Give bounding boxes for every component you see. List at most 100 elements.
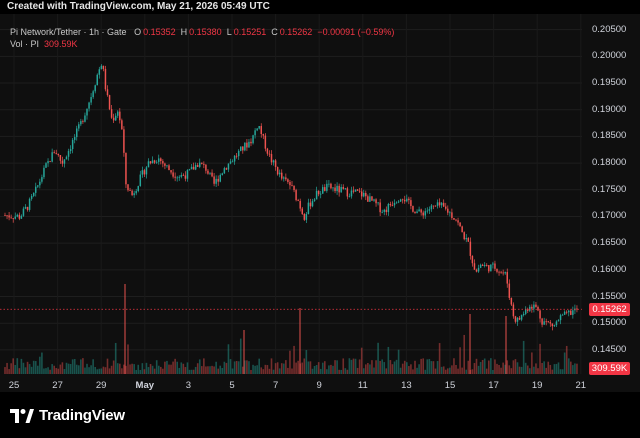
volume-bar [248, 361, 250, 374]
volume-bar [328, 365, 330, 374]
candle-body [383, 209, 385, 212]
time-tick: 5 [229, 380, 235, 391]
volume-bar [563, 352, 566, 374]
candle-body [246, 142, 248, 148]
candle-body [235, 155, 238, 157]
volume-bar [309, 361, 312, 374]
candle-body [59, 154, 62, 161]
volume-bar [221, 367, 224, 374]
candle-body [559, 315, 562, 321]
volume-bar [350, 359, 353, 374]
candle-body [541, 318, 543, 325]
candle-body [121, 120, 123, 130]
candle-body [285, 177, 287, 180]
candle-body [274, 160, 277, 168]
volume-bar [55, 368, 58, 374]
volume-label[interactable]: Vol · PI [10, 39, 40, 49]
volume-bar [461, 367, 463, 374]
volume-bar [84, 367, 86, 374]
candle-body [55, 153, 57, 154]
volume-bar [557, 362, 560, 374]
volume-bar [125, 365, 127, 374]
volume-bar [297, 360, 299, 374]
volume-bar [313, 366, 316, 374]
candle-body [100, 65, 103, 70]
candle-body [205, 164, 207, 171]
volume-bar [252, 364, 254, 374]
volume-bar [262, 369, 265, 374]
volume-bar [114, 342, 117, 374]
candle-body [570, 310, 572, 315]
volume-bar [190, 369, 193, 374]
candle-body [510, 297, 513, 305]
candle-body [24, 206, 27, 209]
candle-body [350, 190, 353, 197]
volume-bar [47, 367, 49, 374]
volume-bar [186, 362, 189, 374]
volume-bar [371, 360, 373, 374]
candle-body [508, 283, 511, 298]
volume-bar [194, 366, 197, 374]
candle-body [155, 161, 158, 163]
candle-body [354, 189, 357, 192]
volume-bar [8, 369, 10, 374]
symbol-name[interactable]: Pi Network/Tether · 1h · Gate [10, 27, 127, 37]
volume-bar [522, 340, 525, 374]
chart-area[interactable]: Pi Network/Tether · 1h · Gate O 0.15352 H… [0, 14, 640, 392]
candle-body [225, 168, 228, 170]
volume-bar [414, 360, 416, 374]
candle-body [348, 196, 351, 198]
candle-body [244, 142, 246, 151]
candle-body [6, 215, 8, 217]
candle-body [500, 271, 502, 273]
candle-body [377, 202, 379, 204]
candle-body [483, 264, 486, 266]
candle-body [94, 85, 96, 92]
volume-bar [100, 368, 103, 374]
volume-bar [412, 369, 414, 374]
volume-bar [561, 369, 564, 374]
volume-bar [229, 359, 232, 374]
volume-bar [63, 369, 66, 374]
volume-bar [18, 368, 21, 374]
volume-bar [559, 369, 562, 374]
volume-bar [344, 368, 347, 374]
volume-bar [225, 362, 228, 374]
volume-bar [291, 368, 293, 374]
candle-body [145, 167, 148, 175]
brand[interactable]: TradingView [10, 407, 125, 424]
ohlc-row: Pi Network/Tether · 1h · Gate O 0.15352 H… [10, 26, 394, 38]
volume-bar [166, 360, 168, 374]
candle-body [305, 214, 308, 220]
candlestick-chart[interactable] [0, 14, 640, 392]
candle-body [365, 192, 367, 197]
candle-body [568, 310, 570, 313]
candle-body [317, 190, 320, 195]
volume-bar [16, 358, 19, 374]
candle-body [266, 148, 269, 154]
volume-bar [457, 368, 459, 374]
volume-bar [391, 364, 394, 374]
candle-body [211, 172, 213, 177]
candle-body [203, 163, 205, 165]
candle-body [430, 205, 433, 210]
candle-body [108, 95, 111, 110]
volume-bar [479, 361, 482, 374]
candle-body [192, 166, 195, 170]
volume-bar [549, 364, 552, 374]
time-tick: 17 [488, 380, 499, 391]
volume-bar [555, 363, 558, 374]
volume-bar [20, 358, 23, 374]
volume-bar [96, 369, 99, 374]
candle-body [436, 202, 439, 206]
candle-body [330, 183, 332, 189]
candle-body [61, 160, 64, 164]
open-value: 0.15352 [143, 27, 176, 37]
volume-bar [162, 368, 164, 374]
volume-bar [362, 368, 365, 374]
candle-body [438, 202, 441, 206]
volume-bar [153, 368, 156, 374]
volume-bar [123, 364, 125, 374]
volume-bar [34, 361, 37, 374]
candle-body [272, 160, 275, 163]
